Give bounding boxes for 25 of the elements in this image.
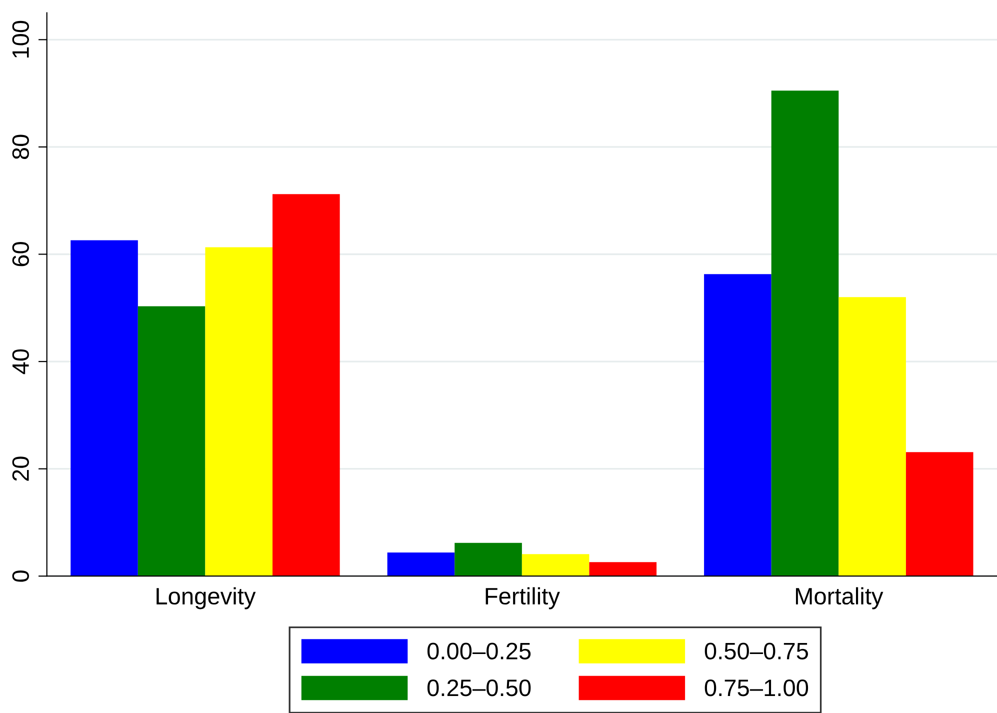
x-tick-label: Fertility: [486, 587, 560, 610]
legend-label: 0.00–0.25: [427, 642, 531, 660]
bar: [138, 306, 206, 576]
legend-label: 0.75–1.00: [704, 680, 808, 696]
y-tick-label: 0: [12, 570, 29, 582]
y-tick-label: 60: [12, 242, 29, 266]
bar: [205, 247, 273, 576]
bar: [272, 194, 340, 576]
bar: [906, 452, 974, 576]
y-tick-label: 100: [12, 20, 29, 58]
legend-label: 0.25–0.50: [427, 680, 531, 696]
bar: [454, 542, 522, 576]
bar: [838, 297, 906, 576]
bar: [704, 274, 772, 576]
bar: [771, 90, 839, 576]
x-tick-label: Mortality: [796, 587, 884, 610]
bar: [387, 552, 455, 576]
y-tick-label: 40: [12, 349, 29, 374]
x-tick-label: Longevity: [156, 587, 256, 610]
bar: [589, 562, 657, 576]
bar: [522, 554, 590, 576]
y-tick-label: 20: [12, 456, 29, 481]
bar: [70, 240, 138, 576]
legend-label: 0.50–0.75: [704, 642, 808, 660]
y-tick-label: 80: [12, 134, 29, 160]
